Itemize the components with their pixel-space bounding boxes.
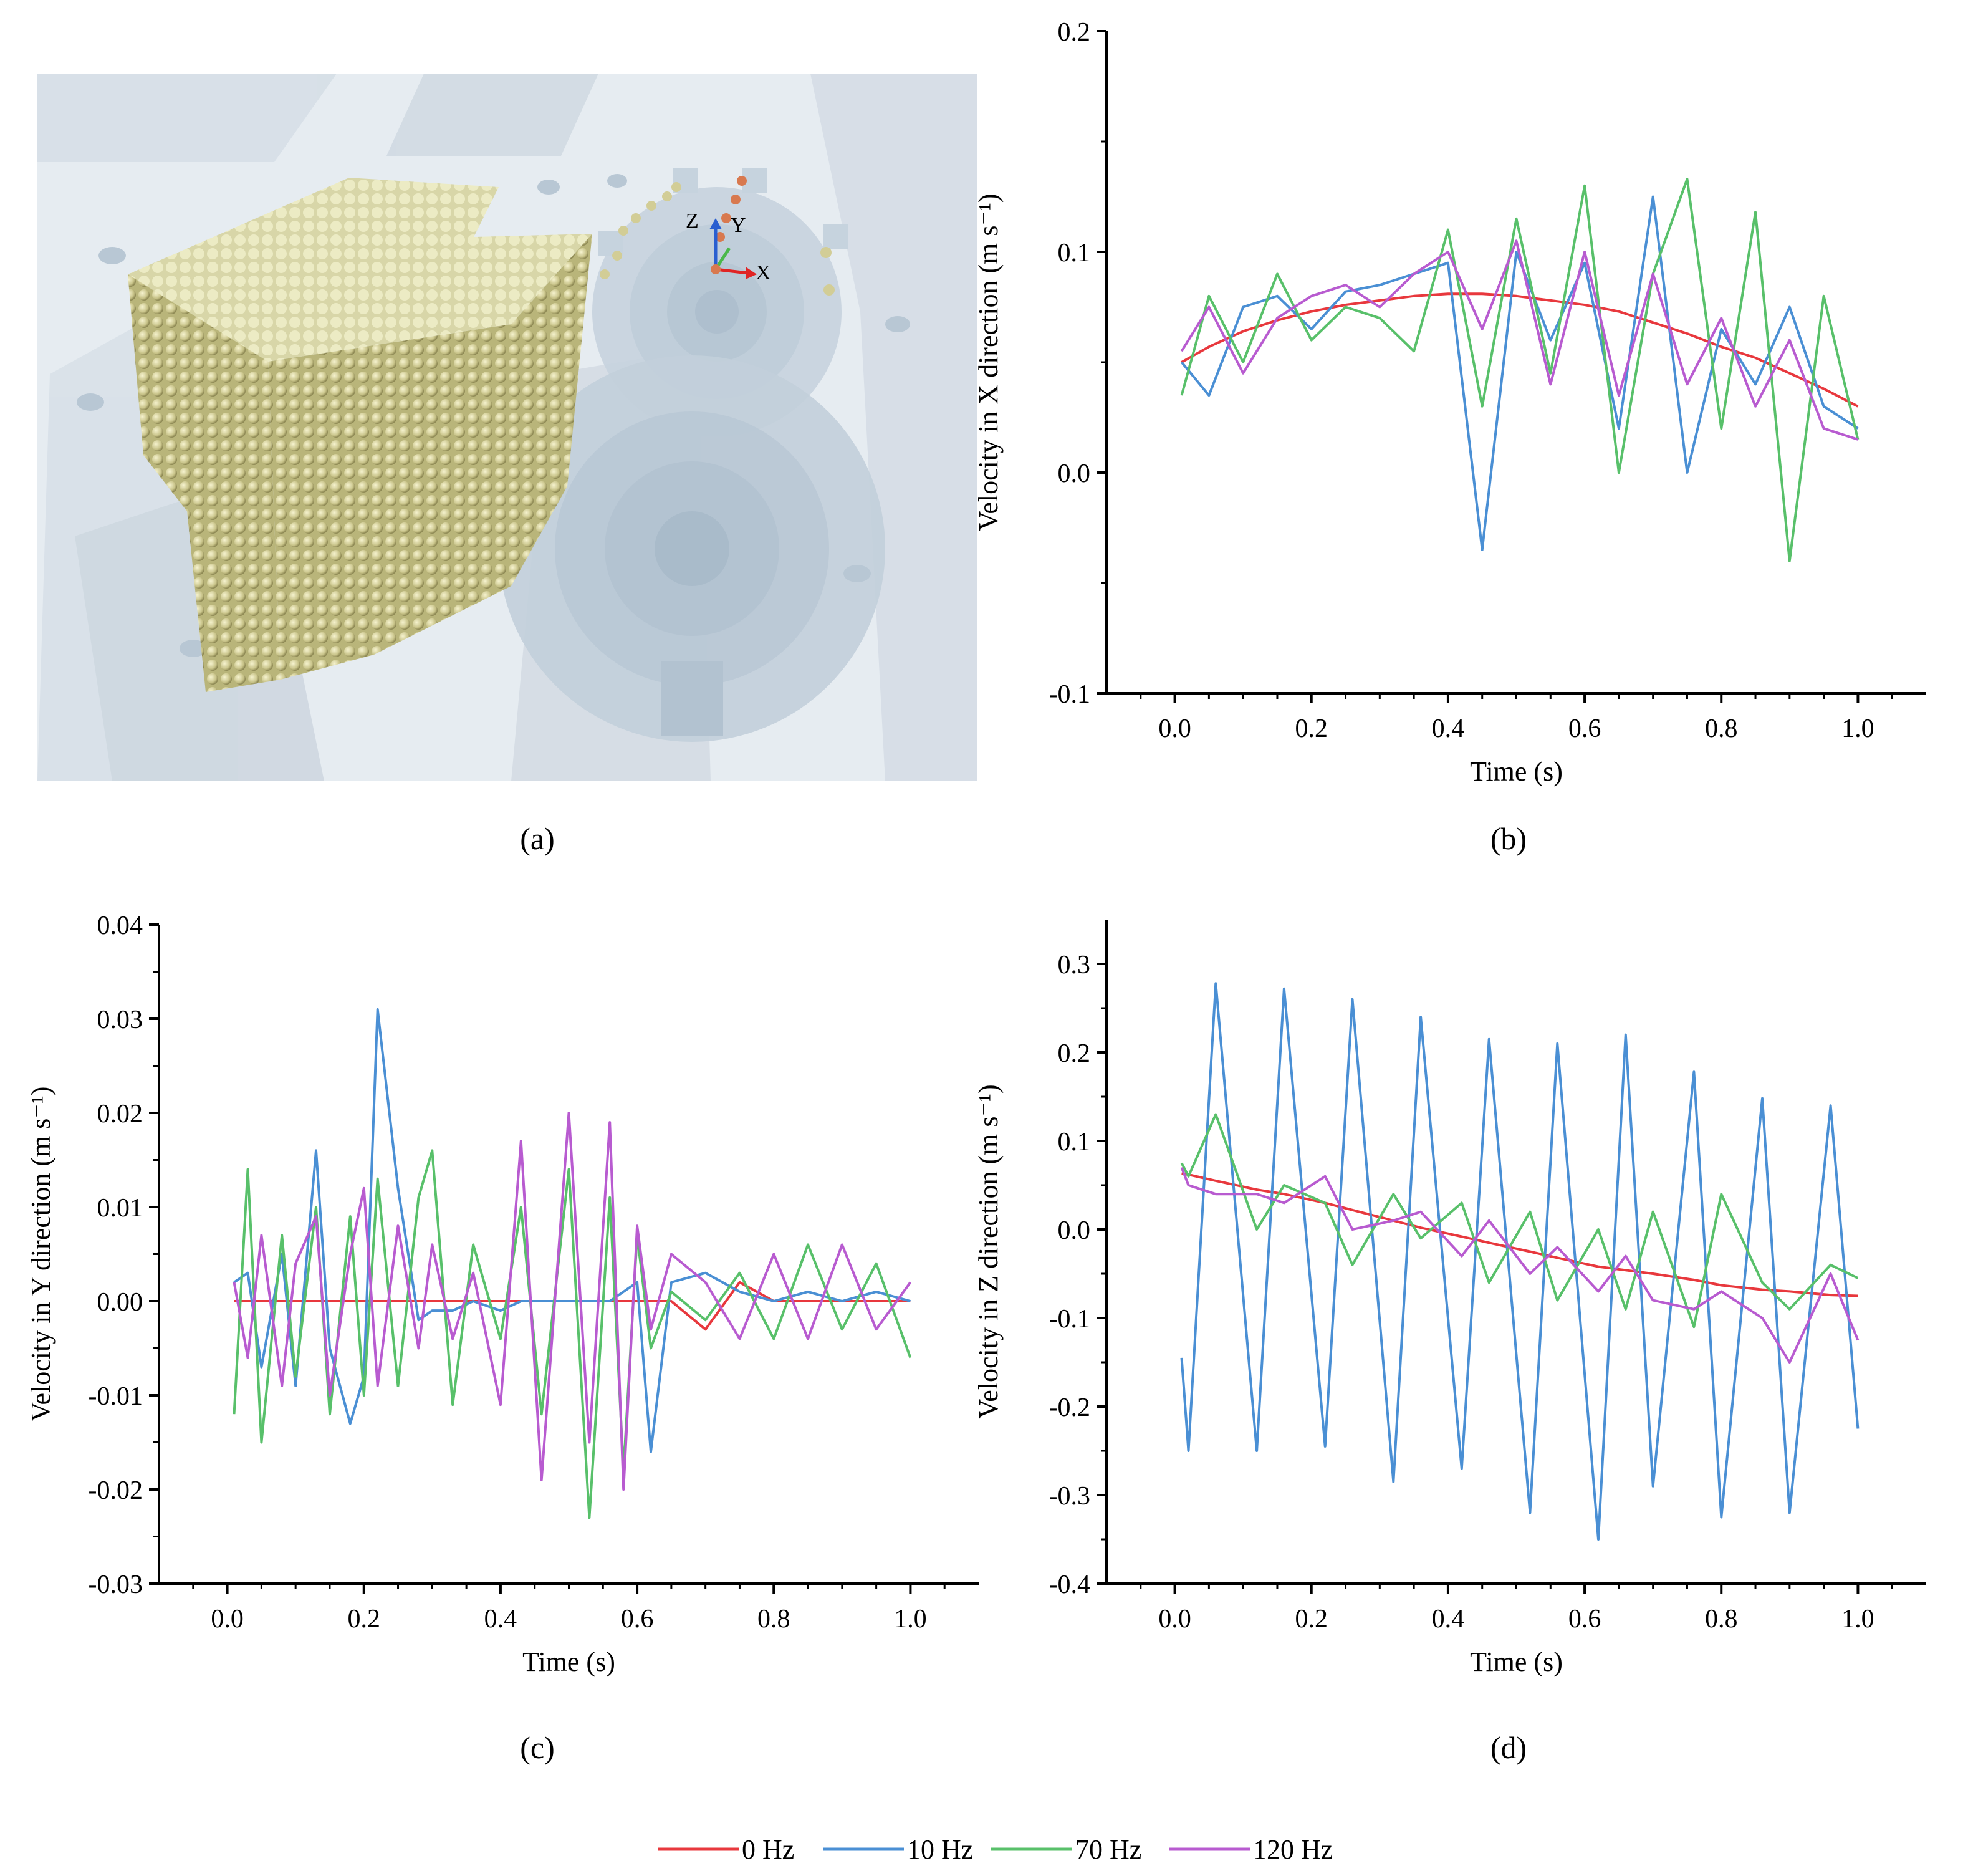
chart-b: -0.1 0.0 0.1 0.2 0.0 0.2 0.4 0.6 0.8 1.0 Time (s) V…: [973, 18, 1926, 787]
y-tick-label: 0.1: [1058, 1128, 1091, 1157]
axis-label-z: Z: [686, 209, 699, 233]
caption-b: (b): [1490, 821, 1527, 856]
y-tick-label: -0.2: [1049, 1393, 1091, 1422]
x-axis-label: Time (s): [1470, 1647, 1563, 1677]
x-tick-label: 1.0: [1841, 1605, 1874, 1633]
y-tick-label: 0.00: [97, 1288, 143, 1317]
chart-d: -0.4 -0.3 -0.2 -0.1 0.0 0.1 0.2 0.3 0.0 0.2 0.4 0.6…: [973, 920, 1926, 1677]
x-tick-label: 0.2: [1295, 714, 1328, 743]
particle-bulk-side: [268, 234, 592, 680]
series-line-10-hz: [1180, 982, 1860, 1541]
x-tick-label: 0.6: [1568, 714, 1601, 743]
y-tick-label: 0.0: [1058, 1216, 1091, 1245]
x-tick-label: 0.8: [1705, 714, 1738, 743]
y-tick-label: 0.01: [97, 1194, 143, 1223]
series-line-70-hz: [1180, 178, 1860, 562]
particle-bulk-top: [128, 178, 592, 362]
series-line-120-hz: [233, 1112, 912, 1491]
y-axis-label: Velocity in Y direction (m s⁻¹): [26, 1087, 56, 1422]
y-tick-label: 0.2: [1058, 1039, 1091, 1068]
y-tick-label: -0.3: [1049, 1482, 1091, 1511]
series-line-10-hz: [233, 1008, 911, 1453]
axis-triad: Z Y X: [686, 209, 771, 284]
sprocket-gear: [499, 168, 885, 742]
x-axis-label: Time (s): [1470, 756, 1563, 787]
x-tick-label: 0.8: [1705, 1605, 1738, 1633]
x-tick-label: 0.4: [484, 1605, 517, 1633]
y-tick-label: -0.02: [89, 1476, 143, 1505]
series-line-0-hz: [1181, 1172, 1858, 1297]
x-tick-label: 0.0: [211, 1605, 244, 1633]
y-tick-label: 0.1: [1058, 239, 1091, 267]
x-tick-label: 0.0: [1158, 714, 1191, 743]
legend-label: 120 Hz: [1253, 1834, 1333, 1865]
series-line-0-hz: [1181, 292, 1859, 408]
axis-label-x: X: [756, 261, 771, 284]
caption-a: (a): [520, 821, 555, 856]
x-tick-label: 0.6: [621, 1605, 654, 1633]
x-tick-label: 0.4: [1432, 1605, 1465, 1633]
y-tick-label: 0.2: [1058, 18, 1091, 47]
particle-bulk-front: [128, 274, 281, 692]
y-tick-label: 0.03: [97, 1006, 143, 1034]
y-tick-label: -0.01: [89, 1382, 143, 1411]
stray-particles: [600, 176, 835, 296]
y-tick-label: 0.0: [1058, 459, 1091, 488]
x-tick-label: 0.6: [1568, 1605, 1601, 1633]
x-tick-label: 0.8: [757, 1605, 790, 1633]
x-tick-label: 1.0: [1841, 714, 1874, 743]
y-axis-label: Velocity in X direction (m s⁻¹): [973, 193, 1004, 531]
x-tick-label: 0.4: [1432, 714, 1465, 743]
chart-c: -0.03 -0.02 -0.01 0.00 0.01 0.02 0.03 0.04 0.0 0.…: [26, 912, 979, 1677]
y-tick-label: 0.3: [1058, 951, 1091, 979]
x-tick-label: 0.0: [1158, 1605, 1191, 1633]
legend: 0 Hz 10 Hz 70 Hz 120 Hz: [658, 1834, 1333, 1865]
x-tick-label: 1.0: [894, 1605, 927, 1633]
axis-label-y: Y: [731, 214, 746, 237]
bolts: [77, 174, 910, 657]
caption-d: (d): [1490, 1730, 1527, 1765]
legend-label: 10 Hz: [907, 1834, 973, 1865]
y-tick-label: 0.02: [97, 1100, 143, 1128]
y-tick-label: -0.03: [89, 1571, 143, 1599]
y-axis-label: Velocity in Z direction (m s⁻¹): [973, 1084, 1004, 1418]
y-tick-label: -0.1: [1049, 680, 1091, 709]
legend-label: 70 Hz: [1075, 1834, 1141, 1865]
series-line-0-hz: [234, 1281, 911, 1331]
y-tick-label: -0.4: [1049, 1571, 1091, 1599]
x-tick-label: 0.2: [1295, 1605, 1328, 1633]
panel-a-scene: Z Y X: [37, 74, 977, 781]
x-tick-label: 0.2: [348, 1605, 381, 1633]
legend-label: 0 Hz: [742, 1834, 794, 1865]
series-line-10-hz: [1180, 195, 1859, 551]
x-axis-label: Time (s): [522, 1647, 615, 1677]
series-line-120-hz: [1180, 1166, 1860, 1364]
caption-c: (c): [520, 1730, 555, 1765]
y-tick-label: 0.04: [97, 912, 143, 940]
y-tick-label: -0.1: [1049, 1305, 1091, 1334]
series-line-120-hz: [1180, 239, 1859, 441]
